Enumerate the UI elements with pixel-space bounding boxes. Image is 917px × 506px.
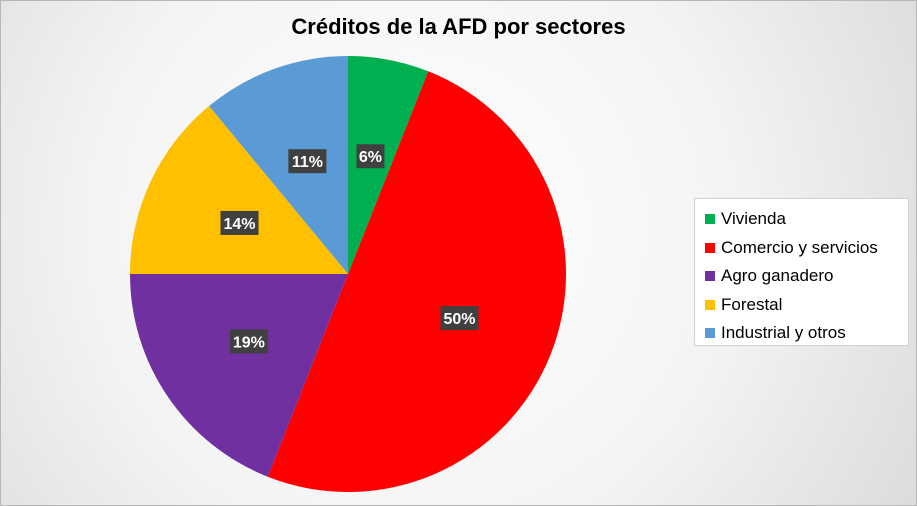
- legend-label-0: Vivienda: [721, 209, 786, 229]
- slice-label-text-2: 19%: [233, 334, 265, 351]
- legend-item-0: Vivienda: [705, 205, 908, 234]
- slice-label-2: 19%: [229, 329, 268, 354]
- legend-label-4: Industrial y otros: [721, 323, 846, 343]
- slice-label-1: 50%: [440, 306, 479, 331]
- legend-swatch-1: [705, 242, 715, 253]
- legend-item-1: Comercio y servicios: [705, 234, 908, 263]
- slice-label-text-1: 50%: [443, 311, 475, 328]
- pie-slice-0: [348, 56, 429, 274]
- slice-label-box-4: [288, 149, 327, 174]
- legend-swatch-0: [705, 214, 715, 225]
- pie-slice-4: [209, 56, 348, 274]
- legend-label-1: Comercio y servicios: [721, 237, 878, 257]
- slice-label-text-3: 14%: [223, 216, 255, 233]
- chart-title: Créditos de la AFD por sectores: [291, 14, 626, 39]
- slice-label-4: 11%: [288, 149, 327, 174]
- slice-label-box-2: [229, 329, 268, 354]
- pie-slice-1: [267, 71, 566, 493]
- legend-item-4: Industrial y otros: [705, 319, 908, 348]
- legend-swatch-4: [705, 328, 715, 339]
- legend-swatch-2: [705, 271, 715, 282]
- slice-label-text-0: 6%: [359, 149, 382, 166]
- legend-label-3: Forestal: [721, 294, 783, 314]
- slice-label-0: 6%: [356, 144, 385, 169]
- legend-item-3: Forestal: [705, 291, 908, 320]
- legend: Vivienda Comercio y servicios Agro ganader…: [694, 198, 909, 346]
- slice-label-box-3: [220, 210, 259, 235]
- legend-label-2: Agro ganadero: [721, 266, 834, 286]
- pie-slice-3: [130, 106, 348, 275]
- legend-item-2: Agro ganadero: [705, 262, 908, 291]
- slice-label-text-4: 11%: [292, 154, 323, 171]
- legend-swatch-3: [705, 299, 715, 310]
- slice-label-box-1: [440, 306, 479, 331]
- pie-slice-2: [130, 274, 348, 477]
- slice-label-box-0: [356, 144, 385, 169]
- slice-label-3: 14%: [220, 210, 259, 235]
